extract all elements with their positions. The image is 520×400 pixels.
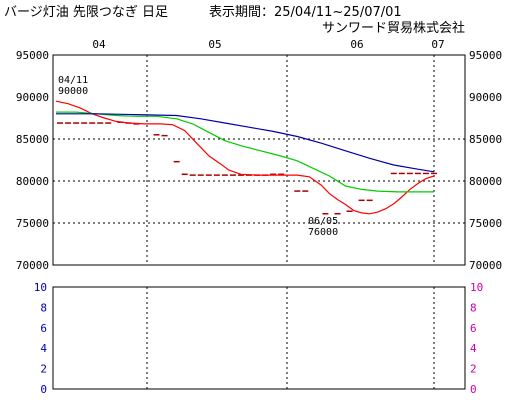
lower-y-tick-label-right: 0 <box>470 383 477 396</box>
lower-y-tick-label-right: 6 <box>470 322 477 335</box>
y-tick-label-right: 75000 <box>469 217 502 230</box>
lower-y-tick-label-left: 0 <box>40 383 47 396</box>
y-tick-label-left: 85000 <box>16 133 49 146</box>
right-y-axis-tick-labels: 95000 90000 85000 80000 75000 70000 <box>469 49 502 272</box>
price-marks <box>57 121 437 215</box>
x-tick-label: 07 <box>431 38 444 51</box>
price-line <box>55 100 435 215</box>
annotation-date: 06/05 <box>308 216 338 227</box>
lower-y-tick-label-left: 4 <box>40 342 47 355</box>
lower-y-tick-label-left: 2 <box>40 363 47 376</box>
upper-grid <box>53 55 465 265</box>
lower-y-tick-label-left: 8 <box>40 301 47 314</box>
y-tick-label-left: 75000 <box>16 217 49 230</box>
lower-indicator-panel: 10 8 6 4 2 0 10 8 6 4 2 0 <box>34 281 484 396</box>
x-axis-tick-labels: 04 05 06 07 <box>92 38 444 51</box>
period-label: 表示期間：25/04/11~25/07/01 <box>209 5 402 20</box>
lower-y-tick-label-left: 10 <box>34 281 47 294</box>
upper-price-panel: 04 05 06 07 950009000085000800007500070000 … <box>16 38 502 272</box>
y-tick-label-right: 80000 <box>469 175 502 188</box>
lower-y-tick-label-right: 4 <box>470 342 477 355</box>
y-tick-label-right: 95000 <box>469 49 502 62</box>
left-y-axis-tick-labels: 95000 90000 85000 80000 75000 70000 <box>16 49 49 272</box>
series-lines <box>55 100 435 215</box>
lower-y-tick-label-right: 8 <box>470 301 477 314</box>
x-tick-label: 04 <box>92 38 106 51</box>
lower-y-tick-label-right: 10 <box>470 281 483 294</box>
lower-grid <box>146 287 435 389</box>
company-name: サンワード貿易株式会社 <box>322 20 465 36</box>
x-tick-label: 06 <box>350 38 363 51</box>
y-tick-label-left: 70000 <box>16 259 49 272</box>
y-tick-label-left: 80000 <box>16 175 49 188</box>
annotation-value: 76000 <box>308 227 338 238</box>
long-moving-average-line <box>56 113 435 173</box>
y-tick-label-right: 70000 <box>469 259 502 272</box>
lower-right-y-axis-tick-labels: 10 8 6 4 2 0 <box>470 281 483 396</box>
lower-y-tick-label-left: 6 <box>40 322 47 335</box>
lower-y-tick-label-right: 2 <box>470 363 477 376</box>
x-tick-label: 05 <box>208 38 221 51</box>
upper-panel-frame <box>52 54 466 266</box>
annotation-date: 04/11 <box>58 75 88 86</box>
lower-left-y-axis-tick-labels: 10 8 6 4 2 0 <box>34 281 48 396</box>
y-tick-label-right: 85000 <box>469 133 502 146</box>
y-tick-label-right: 90000 <box>469 91 502 104</box>
y-tick-label-left: 95000 <box>16 49 49 62</box>
short-moving-average-line <box>56 111 434 193</box>
chart-title: バージ灯油 先限つなぎ 日足 <box>4 5 168 20</box>
y-tick-label-left: 90000 <box>16 91 49 104</box>
annotation-value: 90000 <box>58 86 88 97</box>
lower-panel-frame <box>52 286 466 390</box>
